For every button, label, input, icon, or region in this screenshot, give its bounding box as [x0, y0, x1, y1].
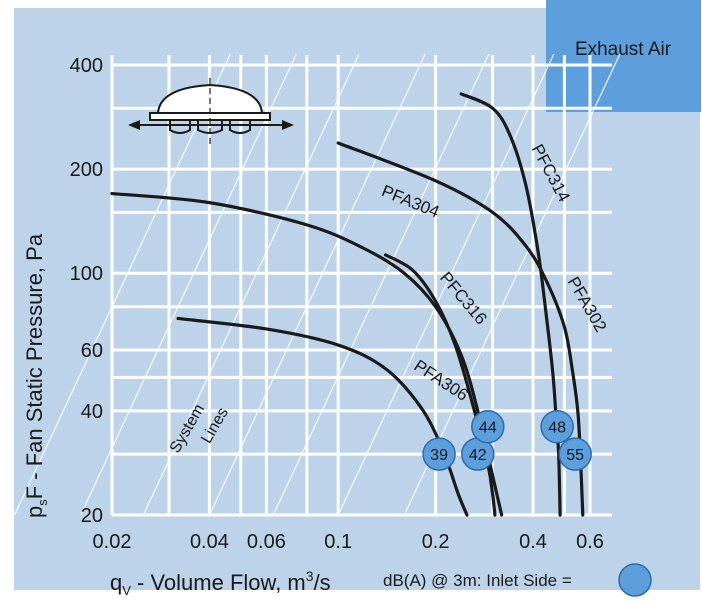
noise-badge — [540, 409, 574, 444]
noise-badge — [471, 409, 505, 444]
x-tick-label: 0.2 — [422, 531, 450, 553]
x-tick-label: 0.04 — [190, 531, 229, 553]
x-tick-label: 0.4 — [519, 531, 547, 553]
curve-pfa306 — [176, 316, 469, 517]
y-tick-label: 20 — [81, 505, 103, 527]
fan-unit-icon — [128, 78, 294, 145]
y-axis-title: psF - Fan Static Pressure, Pa — [22, 233, 50, 518]
x-axis-title: qV - Volume Flow, m3/s — [110, 568, 331, 598]
noise-badge-label: 48 — [548, 420, 566, 437]
noise-badge-label: 55 — [566, 447, 584, 464]
noise-badge — [558, 437, 592, 471]
system-line — [208, 53, 426, 516]
system-line — [337, 53, 555, 516]
noise-badge — [422, 437, 456, 471]
system-line — [14, 53, 231, 516]
x-tick-label: 0.06 — [247, 531, 286, 553]
axis-ticks: 0.02 0.04 0.06 0.1 0.2 0.4 0.6 20 40 60 100 200 400 — [70, 55, 604, 553]
curve-pfa302 — [336, 141, 585, 517]
legend-text: dB(A) @ 3m: Inlet Side = — [383, 571, 572, 590]
system-line — [272, 53, 490, 516]
x-tick-label: 0.02 — [93, 531, 132, 553]
x-tick-label: 0.6 — [576, 531, 604, 553]
title-box — [546, 0, 701, 112]
noise-badge-label: 44 — [479, 420, 497, 437]
legend-badge-swatch — [618, 563, 652, 597]
system-line — [80, 53, 297, 516]
chart-title: Exhaust Air — [575, 39, 672, 60]
y-tick-label: 200 — [70, 159, 103, 181]
y-tick-label: 400 — [70, 55, 103, 77]
noise-badge-label: 39 — [430, 447, 448, 464]
system-line — [142, 53, 360, 516]
y-tick-label: 60 — [81, 340, 103, 362]
x-tick-label: 0.1 — [324, 531, 352, 553]
y-tick-label: 40 — [81, 401, 103, 423]
noise-badge-label: 42 — [469, 447, 487, 464]
curve-pfc316 — [383, 253, 497, 517]
y-tick-label: 100 — [70, 263, 103, 285]
